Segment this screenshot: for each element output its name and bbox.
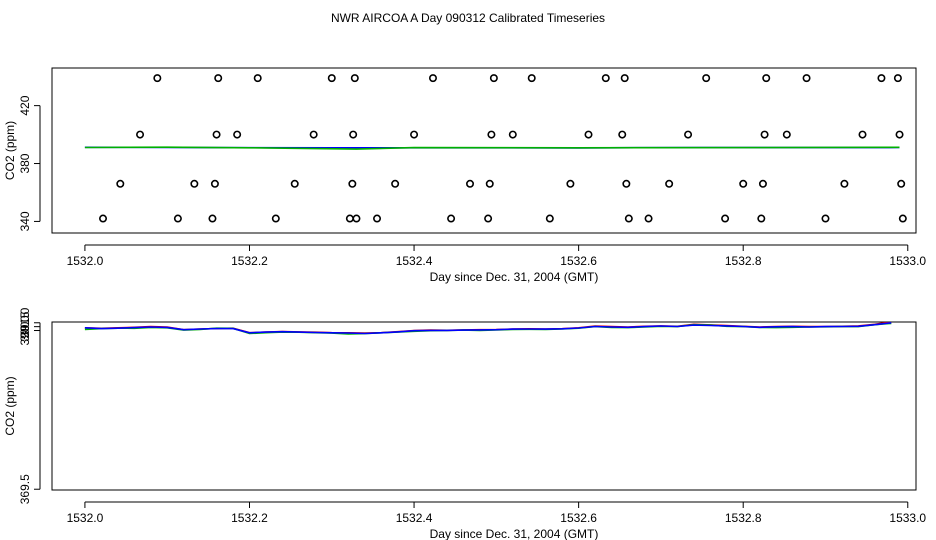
x-tick-label: 1532.0 bbox=[67, 254, 104, 268]
calibration-point bbox=[210, 179, 219, 188]
calibration-point bbox=[566, 179, 575, 188]
x-tick-label: 1533.0 bbox=[889, 254, 926, 268]
calibration-point bbox=[897, 179, 906, 188]
calibration-point bbox=[858, 130, 867, 139]
calibration-point bbox=[545, 214, 554, 223]
x-tick-label: 1533.0 bbox=[889, 511, 926, 525]
calibration-point bbox=[136, 130, 145, 139]
calibration-point bbox=[348, 179, 357, 188]
calibration-point bbox=[345, 214, 354, 223]
y-tick-label: 390.0 bbox=[18, 315, 32, 345]
calibration-point bbox=[601, 74, 610, 83]
calibration-point bbox=[327, 74, 336, 83]
calibration-point bbox=[484, 214, 493, 223]
calibration-point bbox=[271, 214, 280, 223]
calibration-point bbox=[153, 74, 162, 83]
x-tick-label: 1532.4 bbox=[396, 511, 433, 525]
calibration-point bbox=[253, 74, 262, 83]
plot-frame bbox=[51, 321, 917, 491]
calibration-point bbox=[116, 179, 125, 188]
calibration-point bbox=[802, 74, 811, 83]
calibration-point bbox=[212, 130, 221, 139]
calibration-point bbox=[410, 130, 419, 139]
calibration-point bbox=[190, 179, 199, 188]
calibration-point bbox=[665, 179, 674, 188]
calibration-point bbox=[489, 74, 498, 83]
calibration-point bbox=[290, 179, 299, 188]
calibration-point bbox=[721, 214, 730, 223]
calibration-point bbox=[620, 74, 629, 83]
calibration-point bbox=[428, 74, 437, 83]
x-tick-label: 1532.6 bbox=[560, 511, 597, 525]
calibration-point bbox=[487, 130, 496, 139]
calibration-point bbox=[762, 74, 771, 83]
calibration-point bbox=[624, 214, 633, 223]
x-tick-label: 1532.8 bbox=[725, 254, 762, 268]
calibration-point bbox=[644, 214, 653, 223]
x-tick-label: 1532.2 bbox=[231, 511, 268, 525]
calibration-point bbox=[173, 214, 182, 223]
y-tick-label: 369.5 bbox=[18, 474, 32, 504]
calibration-point bbox=[447, 214, 456, 223]
x-tick-label: 1532.2 bbox=[231, 254, 268, 268]
calibration-point bbox=[782, 130, 791, 139]
calibration-point bbox=[527, 74, 536, 83]
calibration-point bbox=[485, 179, 494, 188]
calibration-point bbox=[702, 74, 711, 83]
x-tick-label: 1532.0 bbox=[67, 511, 104, 525]
y-tick-label: 340 bbox=[18, 211, 32, 231]
y-axis-label: CO2 (ppm) bbox=[3, 376, 17, 435]
x-tick-label: 1532.8 bbox=[725, 511, 762, 525]
x-tick-label: 1532.4 bbox=[396, 254, 433, 268]
calibration-point bbox=[584, 130, 593, 139]
bottom-panel: 1532.0 1532.2 1532.4 1532.6 1532.8 1533.0 Day … bbox=[3, 307, 926, 540]
calibration-point bbox=[214, 74, 223, 83]
y-tick-label: 380 bbox=[18, 153, 32, 173]
y-axis-label: CO2 (ppm) bbox=[3, 121, 17, 180]
calibration-point bbox=[350, 74, 359, 83]
x-axis-label: Day since Dec. 31, 2004 (GMT) bbox=[430, 527, 599, 540]
calibration-point bbox=[208, 214, 217, 223]
chart-title: NWR AIRCOA A Day 090312 Calibrated Times… bbox=[331, 11, 605, 25]
calibration-point bbox=[877, 74, 886, 83]
x-tick-label: 1532.6 bbox=[560, 254, 597, 268]
calibration-point bbox=[508, 130, 517, 139]
calibration-point bbox=[618, 130, 627, 139]
calibration-point bbox=[99, 214, 108, 223]
calibration-point bbox=[739, 179, 748, 188]
calibration-point bbox=[821, 214, 830, 223]
x-axis-label: Day since Dec. 31, 2004 (GMT) bbox=[430, 270, 599, 284]
calibration-point bbox=[373, 214, 382, 223]
series-line-blue bbox=[84, 322, 892, 335]
calibration-point bbox=[895, 130, 904, 139]
y-tick-label: 420 bbox=[18, 95, 32, 115]
series-line-green bbox=[84, 146, 900, 150]
calibration-point bbox=[760, 130, 769, 139]
calibration-point bbox=[840, 179, 849, 188]
calibration-point bbox=[352, 214, 361, 223]
calibration-point bbox=[466, 179, 475, 188]
calibration-point bbox=[233, 130, 242, 139]
calibration-point bbox=[309, 130, 318, 139]
calibration-point bbox=[622, 179, 631, 188]
plot-frame bbox=[51, 67, 917, 234]
top-panel: 1532.0 1532.2 1532.4 1532.6 1532.8 1533.0 Day … bbox=[3, 67, 926, 284]
calibration-point bbox=[898, 214, 907, 223]
y-tick-label: 391.0 bbox=[18, 307, 32, 337]
calibration-point bbox=[684, 130, 693, 139]
calibration-point bbox=[391, 179, 400, 188]
calibration-point bbox=[893, 74, 902, 83]
calibration-point bbox=[757, 214, 766, 223]
calibration-point bbox=[349, 130, 358, 139]
y-tick-label: 390.5 bbox=[18, 311, 32, 341]
calibration-point bbox=[758, 179, 767, 188]
